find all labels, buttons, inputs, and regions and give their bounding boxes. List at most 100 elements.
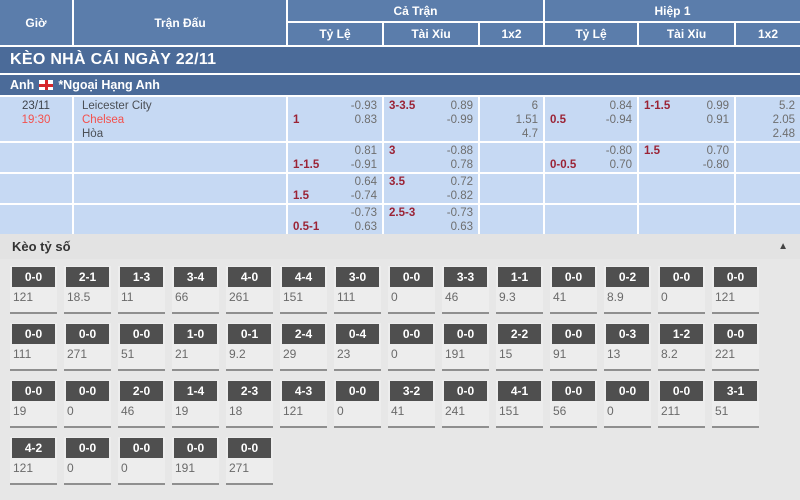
score-rows: 0-0 121 2-1 18.5 1-3 11 3-4 66 4-0 261 4-4 151 3-0 11… (0, 259, 800, 485)
full-match-over-under-cell[interactable]: 3.5 0.72 -0.82 (384, 174, 478, 203)
col-header-ft-handicap: Tỷ Lệ (288, 23, 382, 45)
full-match-handicap-cell[interactable]: -0.93 1 0.83 (288, 97, 382, 141)
score-tile[interactable]: 0-0 211 (658, 380, 705, 428)
col-header-fh-over-under: Tài Xỉu (639, 23, 734, 45)
score-tile[interactable]: 1-4 19 (172, 380, 219, 428)
score-tile[interactable]: 0-0 41 (550, 266, 597, 314)
first-half-handicap-cell[interactable]: -0.80 0-0.5 0.70 (545, 143, 637, 172)
full-match-1x2-cell[interactable]: 6 1.51 4.7 (480, 97, 543, 141)
score-tile[interactable]: 0-2 8.9 (604, 266, 651, 314)
score-tile[interactable]: 0-0 0 (604, 380, 651, 428)
full-match-1x2-cell[interactable] (480, 205, 543, 234)
score-odds-value: 221 (715, 347, 736, 361)
score-odds-value: 261 (229, 290, 250, 304)
score-label: 0-0 (174, 438, 217, 458)
full-match-handicap-cell[interactable]: -0.73 0.5-1 0.63 (288, 205, 382, 234)
handicap-label: 2.5-3 (389, 207, 416, 219)
match-date: 23/11 (22, 100, 50, 112)
score-tile[interactable]: 0-0 121 (712, 266, 759, 314)
score-tile[interactable]: 2-3 18 (226, 380, 273, 428)
score-tile[interactable]: 4-0 261 (226, 266, 273, 314)
score-tile[interactable]: 0-0 0 (388, 323, 435, 371)
score-tile[interactable]: 1-3 11 (118, 266, 165, 314)
score-tile[interactable]: 2-0 46 (118, 380, 165, 428)
score-tile[interactable]: 0-0 56 (550, 380, 597, 428)
score-tile[interactable]: 1-1 9.3 (496, 266, 543, 314)
score-tile[interactable]: 0-0 121 (10, 266, 57, 314)
score-row: 0-0 121 2-1 18.5 1-3 11 3-4 66 4-0 261 4-4 151 3-0 11… (10, 266, 800, 314)
score-tile[interactable]: 4-3 121 (280, 380, 327, 428)
score-tile[interactable]: 0-0 0 (334, 380, 381, 428)
odds-line: 0.91 (639, 113, 734, 127)
score-tile[interactable]: 0-3 13 (604, 323, 651, 371)
score-tile[interactable]: 3-0 111 (334, 266, 381, 314)
odds-value: -0.99 (446, 114, 473, 126)
first-half-handicap-cell[interactable] (545, 205, 637, 234)
score-tile[interactable]: 3-4 66 (172, 266, 219, 314)
first-half-over-under-cell[interactable]: 1.5 0.70 -0.80 (639, 143, 734, 172)
score-tile[interactable]: 1-2 8.2 (658, 323, 705, 371)
score-tile[interactable]: 0-0 51 (118, 323, 165, 371)
score-tile[interactable]: 0-0 271 (226, 437, 273, 485)
first-half-handicap-cell[interactable]: 0.84 0.5 -0.94 (545, 97, 637, 141)
score-tile[interactable]: 0-1 9.2 (226, 323, 273, 371)
score-tile[interactable]: 2-1 18.5 (64, 266, 111, 314)
score-tile[interactable]: 3-3 46 (442, 266, 489, 314)
first-half-over-under-cell[interactable]: 1-1.5 0.99 0.91 (639, 97, 734, 141)
full-match-handicap-cell[interactable]: 0.81 1-1.5 -0.91 (288, 143, 382, 172)
score-tile[interactable]: 0-0 91 (550, 323, 597, 371)
score-tile[interactable]: 0-0 241 (442, 380, 489, 428)
score-odds-value: 19 (13, 404, 27, 418)
first-half-1x2-cell[interactable] (736, 205, 800, 234)
score-odds-value: 0 (67, 461, 74, 475)
score-tile[interactable]: 4-1 151 (496, 380, 543, 428)
score-tile[interactable]: 0-0 221 (712, 323, 759, 371)
score-label: 0-4 (336, 324, 379, 344)
first-half-over-under-cell[interactable] (639, 174, 734, 203)
handicap-label: 1-1.5 (293, 159, 320, 171)
league-banner[interactable]: Anh *Ngoại Hạng Anh (0, 75, 800, 95)
score-odds-value: 0 (67, 404, 74, 418)
first-half-1x2-cell[interactable] (736, 143, 800, 172)
first-half-over-under-cell[interactable] (639, 205, 734, 234)
odds-line: 4.7 (480, 127, 543, 141)
full-match-1x2-cell[interactable] (480, 174, 543, 203)
score-section-header[interactable]: Kèo tỷ số ▲ (0, 234, 800, 259)
score-tile[interactable]: 0-0 0 (64, 380, 111, 428)
full-match-1x2-cell[interactable] (480, 143, 543, 172)
odds-value: 0.63 (450, 221, 473, 233)
score-label: 0-2 (606, 267, 649, 287)
score-tile[interactable]: 0-0 111 (10, 323, 57, 371)
score-tile[interactable]: 3-2 41 (388, 380, 435, 428)
odds-line: 2.05 (736, 113, 800, 127)
full-match-handicap-cell[interactable]: 0.64 1.5 -0.74 (288, 174, 382, 203)
score-tile[interactable]: 0-4 23 (334, 323, 381, 371)
score-tile[interactable]: 0-0 271 (64, 323, 111, 371)
score-tile[interactable]: 0-0 0 (64, 437, 111, 485)
score-odds-value: 0 (337, 404, 344, 418)
score-label: 2-2 (498, 324, 541, 344)
score-tile[interactable]: 1-0 21 (172, 323, 219, 371)
score-tile[interactable]: 0-0 19 (10, 380, 57, 428)
first-half-1x2-cell[interactable]: 5.2 2.05 2.48 (736, 97, 800, 141)
handicap-label: 1-1.5 (644, 100, 671, 112)
score-tile[interactable]: 2-2 15 (496, 323, 543, 371)
odds-row: -0.73 0.5-1 0.63 2.5-3 -0.73 0.63 (0, 205, 800, 234)
full-match-over-under-cell[interactable]: 2.5-3 -0.73 0.63 (384, 205, 478, 234)
score-tile[interactable]: 0-0 0 (658, 266, 705, 314)
score-tile[interactable]: 0-0 191 (442, 323, 489, 371)
first-half-handicap-cell[interactable] (545, 174, 637, 203)
collapse-arrow-icon[interactable]: ▲ (778, 241, 788, 252)
score-tile[interactable]: 0-0 0 (118, 437, 165, 485)
score-tile[interactable]: 0-0 191 (172, 437, 219, 485)
first-half-1x2-cell[interactable] (736, 174, 800, 203)
full-match-over-under-cell[interactable]: 3-3.5 0.89 -0.99 (384, 97, 478, 141)
score-tile[interactable]: 2-4 29 (280, 323, 327, 371)
score-label: 0-0 (120, 438, 163, 458)
score-tile[interactable]: 4-2 121 (10, 437, 57, 485)
score-tile[interactable]: 3-1 51 (712, 380, 759, 428)
full-match-over-under-cell[interactable]: 3 -0.88 0.78 (384, 143, 478, 172)
score-tile[interactable]: 0-0 0 (388, 266, 435, 314)
score-label: 0-0 (228, 438, 271, 458)
score-tile[interactable]: 4-4 151 (280, 266, 327, 314)
